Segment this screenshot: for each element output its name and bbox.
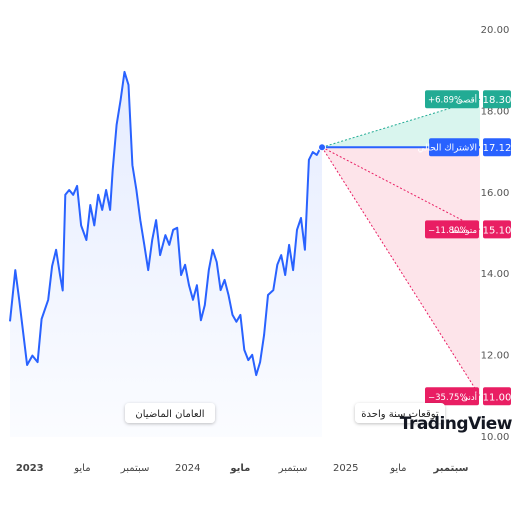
value-box	[483, 220, 511, 239]
forecast-line	[321, 146, 481, 230]
value-label: 18.30	[483, 95, 512, 106]
value-label: 17.12	[483, 143, 512, 154]
x-tick-label: 2024	[175, 463, 200, 474]
x-tick-label: مايو	[229, 463, 250, 474]
value-box	[483, 90, 511, 109]
x-tick-label: مايو	[73, 463, 90, 474]
tag-change: −11.80%	[428, 226, 468, 236]
value-box	[483, 138, 511, 157]
y-tick-label: 12.00	[481, 351, 510, 362]
y-tick-label: 16.00	[481, 188, 510, 199]
tag-box	[425, 387, 479, 406]
tag-name: أدنى	[461, 391, 477, 403]
x-tick-label: سبتمبر	[278, 463, 308, 474]
period-label: العامان الماضيان	[135, 409, 204, 420]
logo: TradingView	[400, 414, 513, 434]
y-tick-label: 10.00	[481, 432, 510, 443]
price-area	[10, 71, 323, 438]
value-label: 15.10	[483, 225, 512, 236]
current-point	[318, 143, 327, 152]
price-line	[9, 70, 323, 377]
x-tick-label: مايو	[389, 463, 406, 474]
period-pill	[355, 403, 445, 423]
x-tick-label: 2025	[333, 463, 358, 474]
forecast-up-area	[322, 99, 480, 148]
y-tick-label: 14.00	[481, 269, 510, 280]
x-tick-label: سبتمبر	[120, 463, 150, 474]
forecast-line	[321, 146, 481, 397]
tag-change: −35.75%	[428, 393, 468, 403]
tag-box	[429, 138, 479, 157]
value-label: 11.00	[483, 392, 512, 403]
tag-change: +6.89%	[428, 96, 462, 106]
tag-name: الاشتراك الحالي	[417, 144, 477, 154]
x-tick-label: 2023	[16, 463, 44, 474]
tag-box	[425, 90, 479, 109]
value-box	[483, 387, 511, 406]
tag-box	[425, 220, 479, 239]
x-tick-label: سبتمبر	[433, 463, 469, 474]
tag-name: متوسط	[450, 226, 477, 236]
y-tick-label: 18.00	[481, 106, 510, 117]
period-label: توقعات سنة واحدة	[361, 409, 439, 420]
tag-name: أقصى	[456, 94, 477, 106]
period-pill	[125, 403, 215, 423]
y-tick-label: 20.00	[481, 25, 510, 36]
